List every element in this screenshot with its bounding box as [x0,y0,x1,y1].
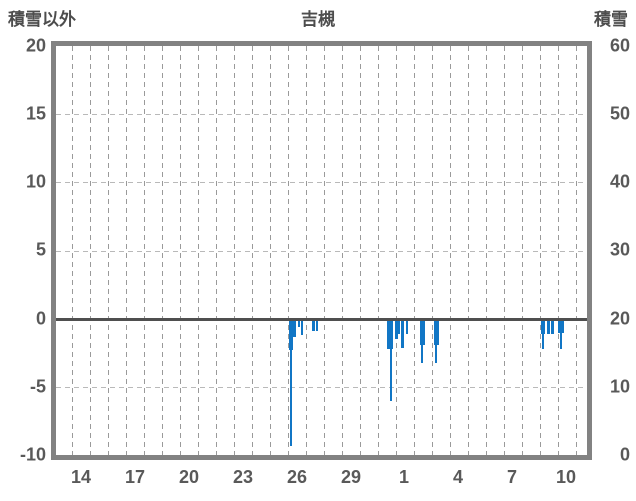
data-bar [312,319,315,331]
left-axis-tick-label: 10 [25,171,46,192]
vertical-gridline [450,46,451,455]
vertical-gridline [468,46,469,455]
left-axis-tick-label: 15 [25,103,46,124]
horizontal-gridline [56,251,587,252]
vertical-gridline [396,46,397,455]
x-axis-tick-label: 26 [286,467,308,487]
data-bar [395,319,398,339]
plot-frame [51,41,592,460]
right-axis-title: 積雪 [594,10,628,29]
vertical-gridline [270,46,271,455]
x-axis-tick-label: 17 [124,467,146,487]
vertical-gridline [108,46,109,455]
left-axis-tick-label: -5 [29,376,46,397]
data-bar [435,319,437,363]
data-bar [421,319,423,363]
data-bar [551,319,554,334]
vertical-gridline [288,46,289,455]
data-bar [301,319,303,335]
vertical-gridline [504,46,505,455]
data-bar [298,319,300,327]
vertical-gridline [72,46,73,455]
vertical-gridline [144,46,145,455]
vertical-gridline [126,46,127,455]
horizontal-gridline [56,114,587,115]
x-axis-tick-label: 10 [555,467,577,487]
vertical-gridline [486,46,487,455]
data-bar [401,319,404,348]
right-axis-tick-label: 60 [609,35,630,56]
vertical-gridline [198,46,199,455]
vertical-gridline [216,46,217,455]
left-axis-tick-label: 20 [25,35,46,56]
right-axis-tick-label: 10 [609,376,630,397]
chart-title: 吉槻 [301,10,335,29]
vertical-gridline [180,46,181,455]
right-axis-tick-label: 40 [609,171,630,192]
vertical-gridline [306,46,307,455]
left-axis-tick-label: -10 [19,444,46,465]
vertical-gridline [414,46,415,455]
vertical-gridline [360,46,361,455]
right-axis-tick-label: 30 [609,239,630,260]
x-axis-tick-label: 29 [340,467,362,487]
vertical-gridline [324,46,325,455]
x-axis-tick-label: 4 [452,467,464,487]
data-bar [390,319,392,401]
vertical-gridline [522,46,523,455]
left-axis-title: 積雪以外 [8,10,76,29]
data-bar [316,319,318,331]
x-axis-tick-label: 7 [506,467,518,487]
data-bar [398,319,400,334]
vertical-gridline [432,46,433,455]
vertical-gridline [162,46,163,455]
zero-axis-line [56,318,587,321]
data-bar [290,319,292,446]
data-bar [542,319,544,349]
vertical-gridline [378,46,379,455]
vertical-gridline [234,46,235,455]
left-axis-tick-label: 0 [35,308,46,329]
data-bar [406,319,408,334]
x-axis-tick-label: 23 [232,467,254,487]
x-axis-tick-label: 14 [70,467,92,487]
vertical-gridline [252,46,253,455]
vertical-gridline [540,46,541,455]
right-axis-tick-label: 0 [619,444,630,465]
x-axis-tick-label: 1 [398,467,410,487]
data-bar [560,319,562,349]
horizontal-gridline [56,182,587,183]
vertical-gridline [558,46,559,455]
vertical-gridline [342,46,343,455]
vertical-gridline [90,46,91,455]
right-axis-tick-label: 20 [609,308,630,329]
right-axis-tick-label: 50 [609,103,630,124]
data-bar [547,319,550,334]
left-axis-tick-label: 5 [35,239,46,260]
x-axis-tick-label: 20 [178,467,200,487]
vertical-gridline [576,46,577,455]
horizontal-gridline [56,387,587,388]
plot-area [56,46,587,455]
